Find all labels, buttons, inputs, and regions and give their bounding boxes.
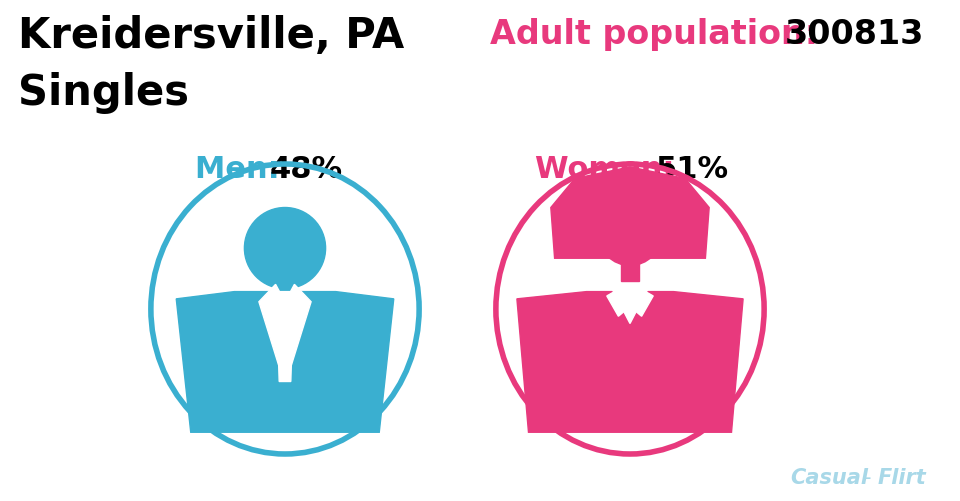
Text: 300813: 300813 <box>785 18 924 51</box>
Text: Men:: Men: <box>195 155 290 184</box>
Text: 48%: 48% <box>270 155 343 184</box>
Text: Flirt: Flirt <box>878 467 926 487</box>
Text: Singles: Singles <box>18 72 189 114</box>
Polygon shape <box>276 292 294 382</box>
Polygon shape <box>551 167 709 259</box>
Text: -: - <box>864 467 872 487</box>
Circle shape <box>598 202 661 266</box>
Polygon shape <box>633 285 653 317</box>
Polygon shape <box>610 285 650 324</box>
Polygon shape <box>516 292 743 432</box>
FancyBboxPatch shape <box>276 282 295 308</box>
FancyBboxPatch shape <box>620 260 639 282</box>
Text: Casual: Casual <box>790 467 868 487</box>
Text: Adult population:: Adult population: <box>490 18 829 51</box>
Text: Kreidersville, PA: Kreidersville, PA <box>18 15 404 57</box>
Text: Women:: Women: <box>535 155 685 184</box>
Polygon shape <box>177 292 394 432</box>
Circle shape <box>245 208 325 289</box>
Polygon shape <box>607 285 627 317</box>
Polygon shape <box>259 285 285 367</box>
Text: 51%: 51% <box>656 155 730 184</box>
Polygon shape <box>285 285 311 367</box>
